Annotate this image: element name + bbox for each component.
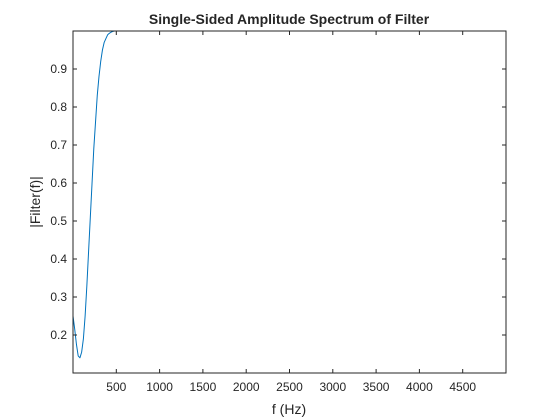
x-tick-label: 3500 (363, 380, 390, 394)
x-tick-label: 1500 (190, 380, 217, 394)
plot-area (73, 31, 506, 373)
y-tick-label: 0.9 (50, 62, 67, 76)
x-tick-label: 500 (106, 380, 126, 394)
y-tick-label: 0.6 (50, 176, 67, 190)
x-axis-label: f (Hz) (272, 401, 306, 417)
y-axis-label: |Filter(f)| (27, 176, 43, 228)
y-tick-label: 0.7 (50, 138, 67, 152)
x-tick-label: 3000 (319, 380, 346, 394)
y-tick-label: 0.5 (50, 214, 67, 228)
x-tick-label: 4000 (406, 380, 433, 394)
y-tick-label: 0.3 (50, 290, 67, 304)
x-ticks: 500 1000 1500 2000 2500 3000 3500 4000 4500 (106, 31, 476, 394)
x-tick-label: 2500 (276, 380, 303, 394)
chart-title: Single-Sided Amplitude Spectrum of Filte… (149, 11, 430, 27)
y-tick-label: 0.8 (50, 100, 67, 114)
x-tick-label: 4500 (449, 380, 476, 394)
y-tick-label: 0.2 (50, 328, 67, 342)
x-tick-label: 2000 (233, 380, 260, 394)
y-ticks: 0.2 0.3 0.4 0.5 0.6 0.7 0.8 0.9 (50, 62, 506, 342)
y-tick-label: 0.4 (50, 252, 67, 266)
x-tick-label: 1000 (146, 380, 173, 394)
